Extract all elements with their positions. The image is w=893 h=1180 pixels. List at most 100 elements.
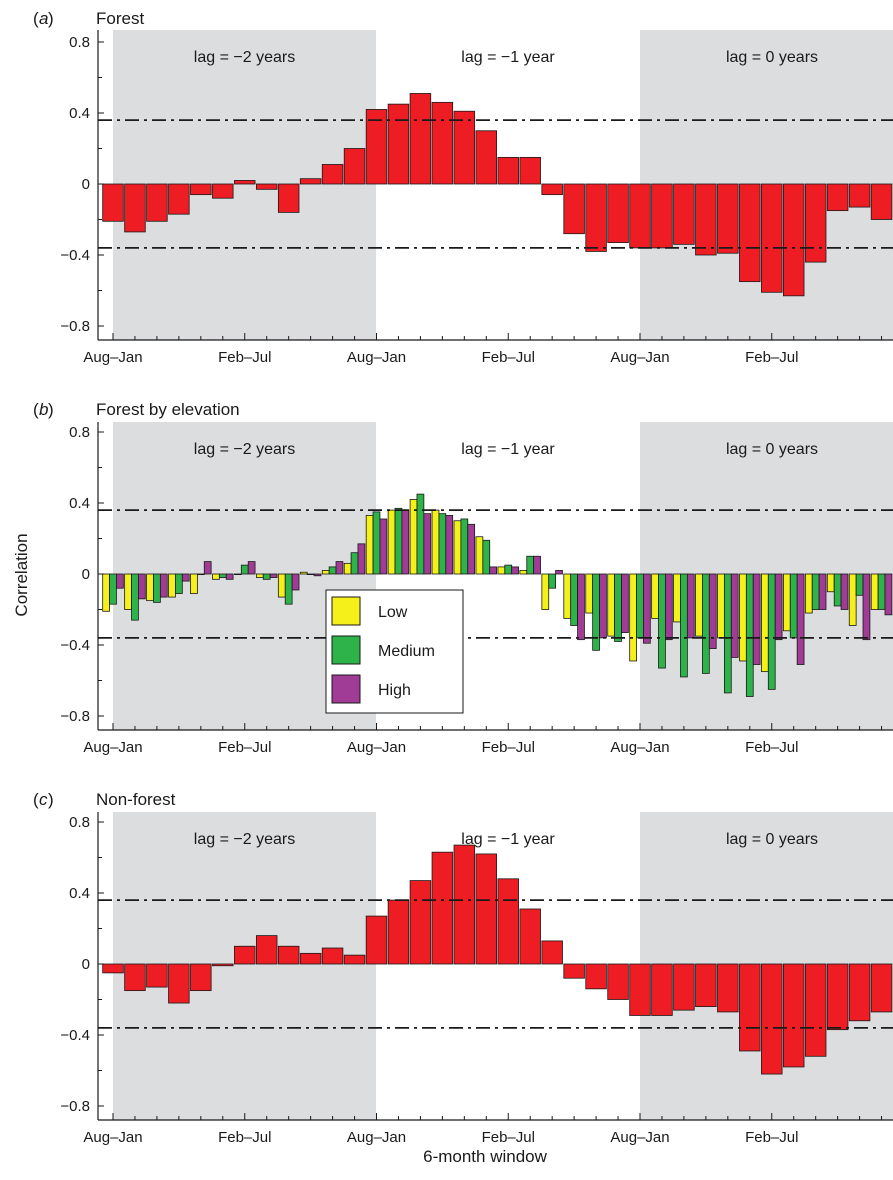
bar (695, 183, 717, 256)
bar-low (453, 520, 462, 575)
bar-medium (723, 573, 732, 694)
lag-label: lag = −2 years (194, 831, 295, 848)
y-tick-label: 0.8 (69, 424, 90, 441)
bar (585, 183, 607, 252)
y-tick-label: 0.8 (69, 814, 90, 831)
bar-high (203, 561, 212, 575)
y-tick-label: 0.4 (69, 495, 90, 512)
bar-low (761, 573, 769, 673)
bar-low (804, 573, 813, 614)
bar (717, 183, 739, 254)
bar (651, 183, 673, 249)
bar-low (563, 573, 572, 619)
bar-medium (438, 513, 447, 575)
bar-low (321, 570, 330, 575)
bar-medium (175, 573, 183, 594)
lag-label: lag = −1 year (461, 49, 555, 66)
bar-high (621, 573, 629, 633)
y-tick-label: −0.4 (60, 1027, 90, 1044)
bar-medium (504, 564, 513, 575)
bar-low (343, 562, 352, 575)
bar (102, 963, 124, 974)
bar (761, 183, 783, 293)
lag-label: lag = −2 years (194, 441, 295, 458)
bar (277, 183, 300, 213)
bar (212, 183, 234, 199)
bar-high (467, 523, 476, 575)
bar-medium (767, 573, 776, 690)
lag-label: lag = 0 years (726, 831, 818, 848)
bar-low (102, 573, 110, 612)
bar (299, 178, 322, 185)
bar-medium (811, 573, 820, 610)
bar-high (423, 513, 432, 575)
bar-low (387, 509, 396, 575)
bar (739, 963, 761, 1052)
bar (321, 164, 344, 185)
y-tick-label: 0 (82, 566, 90, 583)
bar-high (291, 573, 300, 591)
bar-medium (614, 573, 622, 642)
y-tick-label: 0 (82, 176, 90, 193)
bar (190, 963, 212, 992)
bar (168, 183, 190, 215)
panel-letter: b (39, 400, 48, 419)
bar (673, 963, 695, 1011)
bar-medium (570, 573, 578, 626)
bar (563, 183, 585, 235)
bar (804, 183, 827, 263)
bar-low (190, 573, 198, 594)
bar-high (335, 561, 344, 575)
bar-low (695, 573, 703, 637)
bar-high (643, 573, 651, 644)
bar-low (782, 573, 791, 632)
bar (761, 963, 783, 1075)
bar-medium (416, 493, 425, 575)
bar-medium (240, 564, 249, 575)
bar-high (577, 573, 585, 641)
bar (146, 963, 168, 988)
bar-medium (592, 573, 600, 651)
x-tick-label: Feb–Jul (218, 1129, 271, 1146)
bar (146, 183, 168, 222)
panel-letter: c (39, 790, 48, 809)
bar (717, 963, 739, 1013)
bar-low (497, 566, 506, 575)
panel-letter-close-paren: ) (48, 9, 54, 28)
lag-label: lag = 0 years (726, 441, 818, 458)
bar-high (357, 543, 366, 575)
panel-letter-open-paren: ( (33, 400, 39, 419)
bar-high (796, 573, 805, 665)
bar-low (431, 509, 440, 575)
bar-high (665, 573, 673, 641)
bar-low (826, 573, 835, 593)
bar (168, 963, 190, 1004)
bar (651, 963, 673, 1016)
bar-low (299, 571, 308, 575)
bar (826, 963, 849, 1031)
bar (519, 908, 541, 965)
bar (234, 180, 256, 185)
x-tick-label: Feb–Jul (745, 349, 798, 366)
x-tick-label: Aug–Jan (347, 1129, 406, 1146)
bar (739, 183, 761, 283)
y-tick-label: −0.4 (60, 247, 90, 264)
bar-medium (460, 518, 469, 575)
panel-title: Forest (96, 9, 144, 28)
x-tick-label: Aug–Jan (610, 739, 669, 756)
bar-low (673, 573, 681, 623)
bar-medium (680, 573, 688, 678)
bar (234, 945, 256, 965)
x-tick-label: Aug–Jan (610, 349, 669, 366)
bar (804, 963, 827, 1057)
x-tick-label: Aug–Jan (610, 1129, 669, 1146)
bar (541, 183, 563, 196)
x-tick-label: Feb–Jul (482, 349, 535, 366)
lag-label: lag = −1 year (461, 441, 555, 458)
bar-medium (833, 573, 842, 607)
bar-low (212, 573, 220, 580)
bar-high (884, 573, 893, 616)
bar-medium (702, 573, 710, 674)
x-tick-label: Aug–Jan (347, 739, 406, 756)
